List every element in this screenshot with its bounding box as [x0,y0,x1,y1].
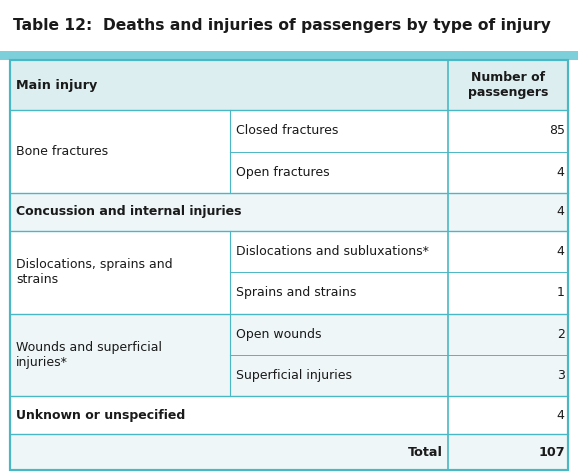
Text: Dislocations and subluxations*: Dislocations and subluxations* [236,245,429,258]
Text: Main injury: Main injury [16,78,98,92]
Bar [10,110,568,152]
Text: Sprains and strains: Sprains and strains [236,286,357,299]
Bar [10,355,568,396]
Text: 1: 1 [557,286,565,299]
Bar [10,272,568,314]
Text: Wounds and superficial
injuries*: Wounds and superficial injuries* [16,341,162,369]
Text: 4: 4 [557,166,565,179]
Text: 2: 2 [557,328,565,341]
Bar [10,60,568,470]
Text: Superficial injuries: Superficial injuries [236,369,352,382]
Text: 3: 3 [557,369,565,382]
Bar [10,152,568,193]
Text: Table 12:  Deaths and injuries of passengers by type of injury: Table 12: Deaths and injuries of passeng… [13,18,551,33]
Bar [10,231,568,272]
Bar [10,434,568,470]
Text: Total: Total [408,446,443,459]
Text: Unknown or unspecified: Unknown or unspecified [16,408,186,422]
Bar [0,51,578,60]
Text: 85: 85 [549,124,565,137]
Bar [10,396,568,434]
Bar [10,193,568,231]
Bar [10,314,568,355]
Text: Open wounds: Open wounds [236,328,322,341]
Text: 4: 4 [557,206,565,219]
Text: Open fractures: Open fractures [236,166,330,179]
Text: 4: 4 [557,245,565,258]
Text: 107: 107 [538,446,565,459]
Bar [0,0,578,51]
Text: Bone fractures: Bone fractures [16,145,108,158]
Text: Concussion and internal injuries: Concussion and internal injuries [16,206,242,219]
Text: Number of
passengers: Number of passengers [468,71,548,99]
Text: Closed fractures: Closed fractures [236,124,339,137]
Text: 4: 4 [557,408,565,422]
Bar [10,60,568,110]
Text: Dislocations, sprains and
strains: Dislocations, sprains and strains [16,258,173,286]
Bar [10,60,568,470]
